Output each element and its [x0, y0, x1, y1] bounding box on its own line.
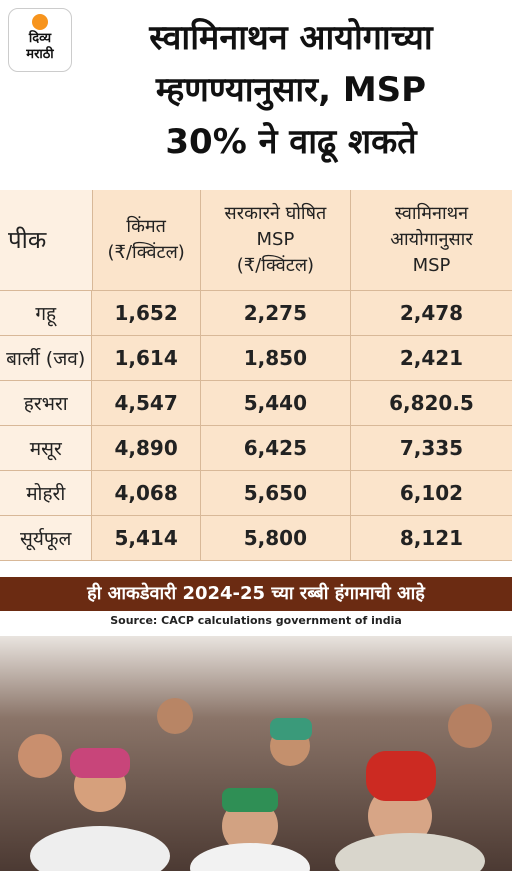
photo: [0, 636, 512, 871]
table-row: मोहरी 4,068 5,650 6,102: [0, 471, 512, 516]
table-cell: 1,614: [92, 336, 201, 380]
table-cell: 5,800: [200, 516, 351, 560]
table-cell: 7,335: [350, 426, 512, 470]
table-cell: 4,547: [92, 381, 201, 425]
table-cell: मसूर: [0, 426, 93, 470]
table-cell: 5,650: [200, 471, 351, 515]
header-text: पीक: [8, 226, 47, 254]
table-cell: 5,440: [200, 381, 351, 425]
table-cell: 2,275: [200, 291, 351, 335]
logo-text: मराठी: [26, 47, 54, 62]
table-row: सूर्यफूल 5,414 5,800 8,121: [0, 516, 512, 561]
header-cell: सरकारने घोषित MSP (₹/क्विंटल): [200, 190, 351, 290]
title-line: 30% ने वाढू शकते: [165, 122, 417, 162]
table-cell: 1,652: [92, 291, 201, 335]
header-cell: पीक: [0, 190, 93, 290]
header-text: (₹/क्विंटल): [236, 255, 315, 276]
table-cell: सूर्यफूल: [0, 516, 93, 560]
table-cell: 4,068: [92, 471, 201, 515]
header-text: किंमत: [126, 216, 166, 237]
logo-sun: [32, 14, 48, 30]
table-cell: 4,890: [92, 426, 201, 470]
source: Source: CACP calculations government of …: [110, 614, 402, 627]
header-text: स्वामिनाथन: [394, 203, 469, 224]
header-row: पीक किंमत (₹/क्विंटल) सरकारने घोषित MSP (₹/क्…: [0, 190, 512, 291]
table: पीक किंमत (₹/क्विंटल) सरकारने घोषित MSP (₹/क्…: [0, 190, 512, 561]
title-line: म्हणण्यानुसार, MSP: [155, 70, 427, 110]
header-text: MSP: [256, 229, 295, 250]
photo-crowd: [18, 698, 492, 871]
header-text: आयोगानुसार: [390, 229, 473, 250]
table-cell: 8,121: [350, 516, 512, 560]
table-cell: 6,820.5: [350, 381, 512, 425]
table-row: मसूर 4,890 6,425 7,335: [0, 426, 512, 471]
title: स्वामिनाथन आयोगाच्या म्हणण्यानुसार, MSP …: [76, 12, 506, 168]
header-text: MSP: [412, 255, 451, 276]
header-text: (₹/क्विंटल): [107, 242, 185, 263]
logo: दिव्य मराठी: [8, 8, 72, 72]
title-line: स्वामिनाथन आयोगाच्या: [149, 18, 433, 58]
table-row: गहू 1,652 2,275 2,478: [0, 291, 512, 336]
logo-text: दिव्य: [28, 31, 52, 46]
table-cell: गहू: [0, 291, 93, 335]
table-cell: 1,850: [200, 336, 351, 380]
header-cell: स्वामिनाथन आयोगानुसार MSP: [350, 190, 512, 290]
table-cell: मोहरी: [0, 471, 93, 515]
table-cell: हरभरा: [0, 381, 93, 425]
header-cell: किंमत (₹/क्विंटल): [92, 190, 201, 290]
banner: ही आकडेवारी 2024-25 च्या रब्बी हंगामाची …: [0, 577, 512, 611]
header-text: सरकारने घोषित: [224, 203, 327, 224]
table-cell: 5,414: [92, 516, 201, 560]
table-row: बार्ली (जव) 1,614 1,850 2,421: [0, 336, 512, 381]
table-cell: 6,425: [200, 426, 351, 470]
table-row: हरभरा 4,547 5,440 6,820.5: [0, 381, 512, 426]
table-cell: बार्ली (जव): [0, 336, 93, 380]
table-cell: 6,102: [350, 471, 512, 515]
table-cell: 2,478: [350, 291, 512, 335]
table-cell: 2,421: [350, 336, 512, 380]
